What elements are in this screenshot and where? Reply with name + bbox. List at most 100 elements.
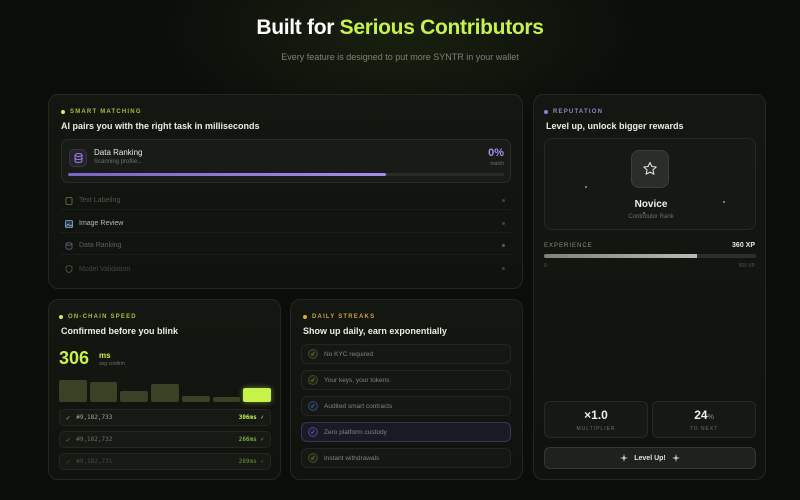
tx-id: #9,182,731 <box>76 458 113 465</box>
streak-label: Instant withdrawals <box>324 454 380 462</box>
streak-item: ✓ Instant withdrawals <box>301 448 511 468</box>
task-status-dot <box>502 244 505 247</box>
sparkle-icon <box>620 454 629 462</box>
sparkle-icon <box>671 454 680 462</box>
to-next-label: TO NEXT <box>689 426 719 432</box>
tx-latency: 266ms ✓ <box>238 436 264 443</box>
task-row-text-labeling[interactable]: Text Labeling <box>61 192 511 210</box>
level-up-button[interactable]: Level Up! <box>544 447 756 469</box>
smart-matching-eyebrow: SMART MATCHING <box>61 109 142 115</box>
task-label: Data Ranking <box>79 242 122 249</box>
smart-matching-title: AI pairs you with the right task in mill… <box>61 121 260 131</box>
active-task-name: Data Ranking <box>94 148 143 157</box>
speed-bar <box>89 381 118 402</box>
tx-id: #9,182,733 <box>76 414 113 421</box>
xp-value: 360 XP <box>732 242 755 249</box>
speed-bar <box>120 391 149 402</box>
reputation-title: Level up, unlock bigger rewards <box>546 121 684 131</box>
rank-subtitle: Contributor Rank <box>628 214 674 220</box>
document-icon <box>65 196 73 205</box>
hero-subtitle: Every feature is designed to put more SY… <box>281 52 519 62</box>
speed-eyebrow: ON-CHAIN SPEED <box>59 314 137 320</box>
task-status-dot <box>502 267 505 270</box>
tx-latency: 269ms ✓ <box>238 458 264 465</box>
hero-title: Built for Serious Contributors <box>256 16 544 39</box>
task-label: Image Review <box>79 220 124 227</box>
task-row-image-review[interactable]: Image Review <box>61 215 511 233</box>
star-icon <box>643 161 657 175</box>
xp-min: 0 <box>544 263 547 269</box>
reputation-card: REPUTATION Level up, unlock bigger rewar… <box>533 94 766 480</box>
rank-name: Novice <box>634 199 668 210</box>
multiplier-stat: ×1.0 MULTIPLIER <box>544 401 648 438</box>
check-icon: ✓ <box>308 427 318 437</box>
on-chain-speed-card: ON-CHAIN SPEED Confirmed before you blin… <box>48 299 281 480</box>
to-next-stat: 24% TO NEXT <box>652 401 756 438</box>
sparkle <box>723 201 725 203</box>
streak-item: ✓ Your keys, your tokens <box>301 370 511 390</box>
shield-icon <box>65 265 73 273</box>
streak-label: Your keys, your tokens <box>324 376 390 384</box>
speed-bar <box>212 397 241 402</box>
streak-item: ✓ Audited smart contracts <box>301 396 511 416</box>
speed-value: 306 <box>59 348 90 368</box>
reputation-eyebrow: REPUTATION <box>544 109 603 115</box>
hero-title-accent: Serious Contributors <box>339 16 544 39</box>
match-progress-fill <box>68 173 387 176</box>
speed-bar <box>181 396 210 402</box>
streaks-eyebrow: DAILY STREAKS <box>303 314 375 320</box>
level-up-label: Level Up! <box>634 454 666 462</box>
check-icon: ✓ <box>308 375 318 385</box>
check-icon: ✓ <box>308 401 318 411</box>
task-status-dot <box>502 222 505 225</box>
task-label: Model Validation <box>79 265 131 273</box>
check-icon: ✓ <box>66 413 71 422</box>
check-icon: ✓ <box>308 453 318 463</box>
transaction-row: ✓ #9,182,733 306ms ✓ <box>59 409 271 426</box>
speed-subtitle: avg confirm <box>99 361 125 367</box>
speed-bar <box>151 384 179 402</box>
task-status-dot <box>502 199 505 202</box>
rank-box: Novice Contributor Rank <box>544 138 756 230</box>
streak-item: ✓ No KYC required <box>301 344 511 364</box>
xp-progress-fill <box>544 254 697 258</box>
rank-badge <box>631 150 669 188</box>
sparkle <box>643 212 645 214</box>
multiplier-value: ×1.0 <box>584 408 608 422</box>
tx-id: #9,182,732 <box>76 436 113 443</box>
tx-latency: 306ms ✓ <box>238 414 264 421</box>
streak-label: Audited smart contracts <box>324 402 393 410</box>
speed-title: Confirmed before you blink <box>61 326 179 336</box>
transaction-row: ✓ #9,182,731 269ms ✓ <box>59 453 271 470</box>
active-task-status: Scanning profile... <box>94 159 143 165</box>
speed-bar <box>59 380 87 402</box>
streak-label: Zero platform custody <box>324 428 387 436</box>
check-icon: ✓ <box>66 435 71 444</box>
xp-label: EXPERIENCE <box>544 243 593 249</box>
multiplier-label: MULTIPLIER <box>576 426 616 432</box>
match-progress-track <box>68 173 504 176</box>
speed-unit: ms <box>99 351 111 360</box>
xp-max: 500 XP <box>738 263 755 269</box>
streaks-title: Show up daily, earn exponentially <box>303 326 447 336</box>
daily-streaks-card: DAILY STREAKS Show up daily, earn expone… <box>290 299 523 480</box>
streak-label: No KYC required <box>324 350 374 358</box>
speed-bar <box>243 387 271 402</box>
sparkle <box>585 186 587 188</box>
to-next-value: 24% <box>694 408 714 422</box>
match-percent: 0% <box>488 147 504 159</box>
streak-item-active: ✓ Zero platform custody <box>301 422 511 442</box>
database-icon <box>65 241 73 250</box>
database-icon <box>69 149 87 167</box>
active-match-box[interactable]: Data Ranking Scanning profile... 0% matc… <box>61 139 511 183</box>
task-row-model-validation[interactable]: Model Validation <box>61 260 511 278</box>
check-icon: ✓ <box>66 457 71 466</box>
check-icon: ✓ <box>308 349 318 359</box>
task-label: Text Labeling <box>79 197 121 204</box>
xp-progress-track <box>544 254 756 258</box>
transaction-row: ✓ #9,182,732 266ms ✓ <box>59 431 271 448</box>
match-label: match <box>490 161 504 167</box>
speed-bar-chart <box>59 378 271 402</box>
task-row-data-ranking[interactable]: Data Ranking <box>61 237 511 255</box>
smart-matching-card: SMART MATCHING AI pairs you with the rig… <box>48 94 523 289</box>
